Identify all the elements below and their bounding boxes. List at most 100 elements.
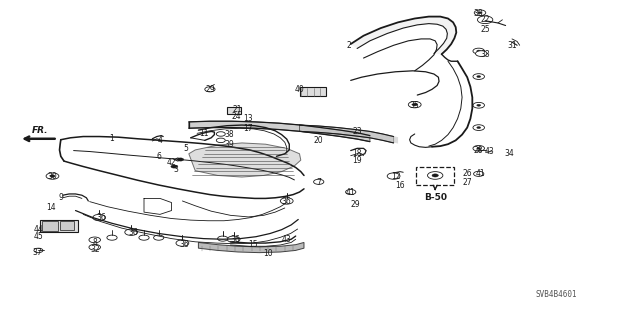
Circle shape bbox=[89, 237, 100, 243]
Text: 26: 26 bbox=[462, 169, 472, 178]
Text: 17: 17 bbox=[243, 124, 253, 133]
Text: 20: 20 bbox=[314, 137, 324, 145]
Text: 29: 29 bbox=[205, 85, 215, 94]
Text: 41: 41 bbox=[475, 169, 485, 178]
Circle shape bbox=[477, 76, 481, 78]
Text: 43: 43 bbox=[282, 235, 292, 244]
Circle shape bbox=[473, 74, 484, 79]
Text: 44: 44 bbox=[33, 225, 44, 234]
Text: 27: 27 bbox=[462, 178, 472, 187]
Text: 23: 23 bbox=[352, 127, 362, 136]
Text: 12: 12 bbox=[391, 172, 400, 181]
Text: 36: 36 bbox=[179, 240, 189, 249]
Text: SVB4B4601: SVB4B4601 bbox=[536, 290, 578, 299]
Text: 15: 15 bbox=[248, 240, 258, 249]
Text: 9: 9 bbox=[58, 193, 63, 202]
Circle shape bbox=[478, 12, 482, 14]
Text: 6: 6 bbox=[156, 152, 161, 161]
Text: 25: 25 bbox=[480, 25, 490, 34]
Text: 14: 14 bbox=[46, 203, 56, 212]
Text: 21: 21 bbox=[232, 105, 241, 114]
Bar bbox=[40, 220, 78, 232]
Polygon shape bbox=[198, 242, 304, 253]
Circle shape bbox=[125, 229, 138, 235]
Circle shape bbox=[477, 127, 481, 129]
Text: 32: 32 bbox=[90, 245, 100, 254]
Bar bbox=[60, 221, 74, 230]
Polygon shape bbox=[189, 121, 370, 142]
Text: 37: 37 bbox=[32, 248, 42, 257]
Bar bbox=[300, 87, 326, 96]
Text: 10: 10 bbox=[262, 249, 273, 258]
Text: 36: 36 bbox=[230, 235, 241, 244]
Polygon shape bbox=[300, 125, 394, 143]
Circle shape bbox=[177, 158, 184, 161]
Text: 22: 22 bbox=[481, 15, 490, 24]
Text: 11: 11 bbox=[199, 130, 208, 138]
Text: 24: 24 bbox=[232, 112, 242, 121]
Text: 36: 36 bbox=[128, 228, 138, 237]
Circle shape bbox=[432, 174, 438, 177]
Circle shape bbox=[218, 236, 228, 241]
Circle shape bbox=[387, 173, 400, 179]
Circle shape bbox=[473, 125, 484, 130]
Circle shape bbox=[473, 145, 484, 151]
Text: 36: 36 bbox=[282, 197, 292, 206]
Text: 18: 18 bbox=[353, 149, 362, 158]
Circle shape bbox=[216, 132, 225, 136]
Text: 19: 19 bbox=[352, 156, 362, 165]
Bar bbox=[42, 221, 58, 231]
Circle shape bbox=[176, 240, 189, 246]
Text: 1: 1 bbox=[109, 134, 115, 143]
Text: 28: 28 bbox=[474, 146, 483, 155]
Circle shape bbox=[346, 189, 356, 195]
Circle shape bbox=[227, 236, 240, 242]
Text: 30: 30 bbox=[474, 9, 484, 18]
Circle shape bbox=[107, 235, 117, 240]
Text: 43: 43 bbox=[484, 147, 495, 156]
Text: 39: 39 bbox=[224, 140, 234, 149]
Text: 45: 45 bbox=[33, 232, 44, 241]
Circle shape bbox=[477, 50, 481, 52]
Circle shape bbox=[474, 171, 484, 176]
Text: 7: 7 bbox=[316, 178, 321, 187]
Text: FR.: FR. bbox=[31, 126, 48, 135]
Circle shape bbox=[139, 235, 149, 240]
Circle shape bbox=[34, 248, 43, 253]
Circle shape bbox=[50, 175, 55, 177]
Circle shape bbox=[93, 214, 106, 221]
Circle shape bbox=[89, 244, 100, 250]
Circle shape bbox=[473, 102, 484, 108]
Circle shape bbox=[412, 103, 417, 106]
Text: 31: 31 bbox=[507, 41, 517, 50]
Circle shape bbox=[216, 138, 225, 143]
Circle shape bbox=[473, 48, 484, 54]
Circle shape bbox=[314, 179, 324, 184]
Bar bbox=[227, 107, 241, 114]
Circle shape bbox=[154, 235, 164, 240]
Text: 38: 38 bbox=[224, 130, 234, 139]
Circle shape bbox=[46, 173, 59, 179]
Circle shape bbox=[171, 165, 177, 168]
Circle shape bbox=[428, 172, 443, 179]
Text: 40: 40 bbox=[294, 85, 305, 94]
Circle shape bbox=[477, 147, 481, 149]
Text: 5: 5 bbox=[183, 145, 188, 153]
Bar bbox=[416, 167, 454, 185]
Text: 30: 30 bbox=[47, 172, 58, 181]
Circle shape bbox=[477, 16, 493, 24]
Text: 33: 33 bbox=[480, 50, 490, 59]
Circle shape bbox=[476, 51, 487, 56]
Text: 34: 34 bbox=[504, 149, 514, 158]
Text: 42: 42 bbox=[166, 158, 177, 167]
Circle shape bbox=[408, 101, 421, 108]
Circle shape bbox=[474, 10, 486, 16]
Text: 13: 13 bbox=[243, 114, 253, 123]
Text: 41: 41 bbox=[346, 188, 356, 197]
Text: B-50: B-50 bbox=[424, 193, 447, 202]
Polygon shape bbox=[351, 17, 456, 54]
Text: 29: 29 bbox=[350, 200, 360, 209]
Text: 35: 35 bbox=[410, 101, 420, 110]
Circle shape bbox=[477, 104, 481, 106]
Polygon shape bbox=[344, 128, 398, 144]
